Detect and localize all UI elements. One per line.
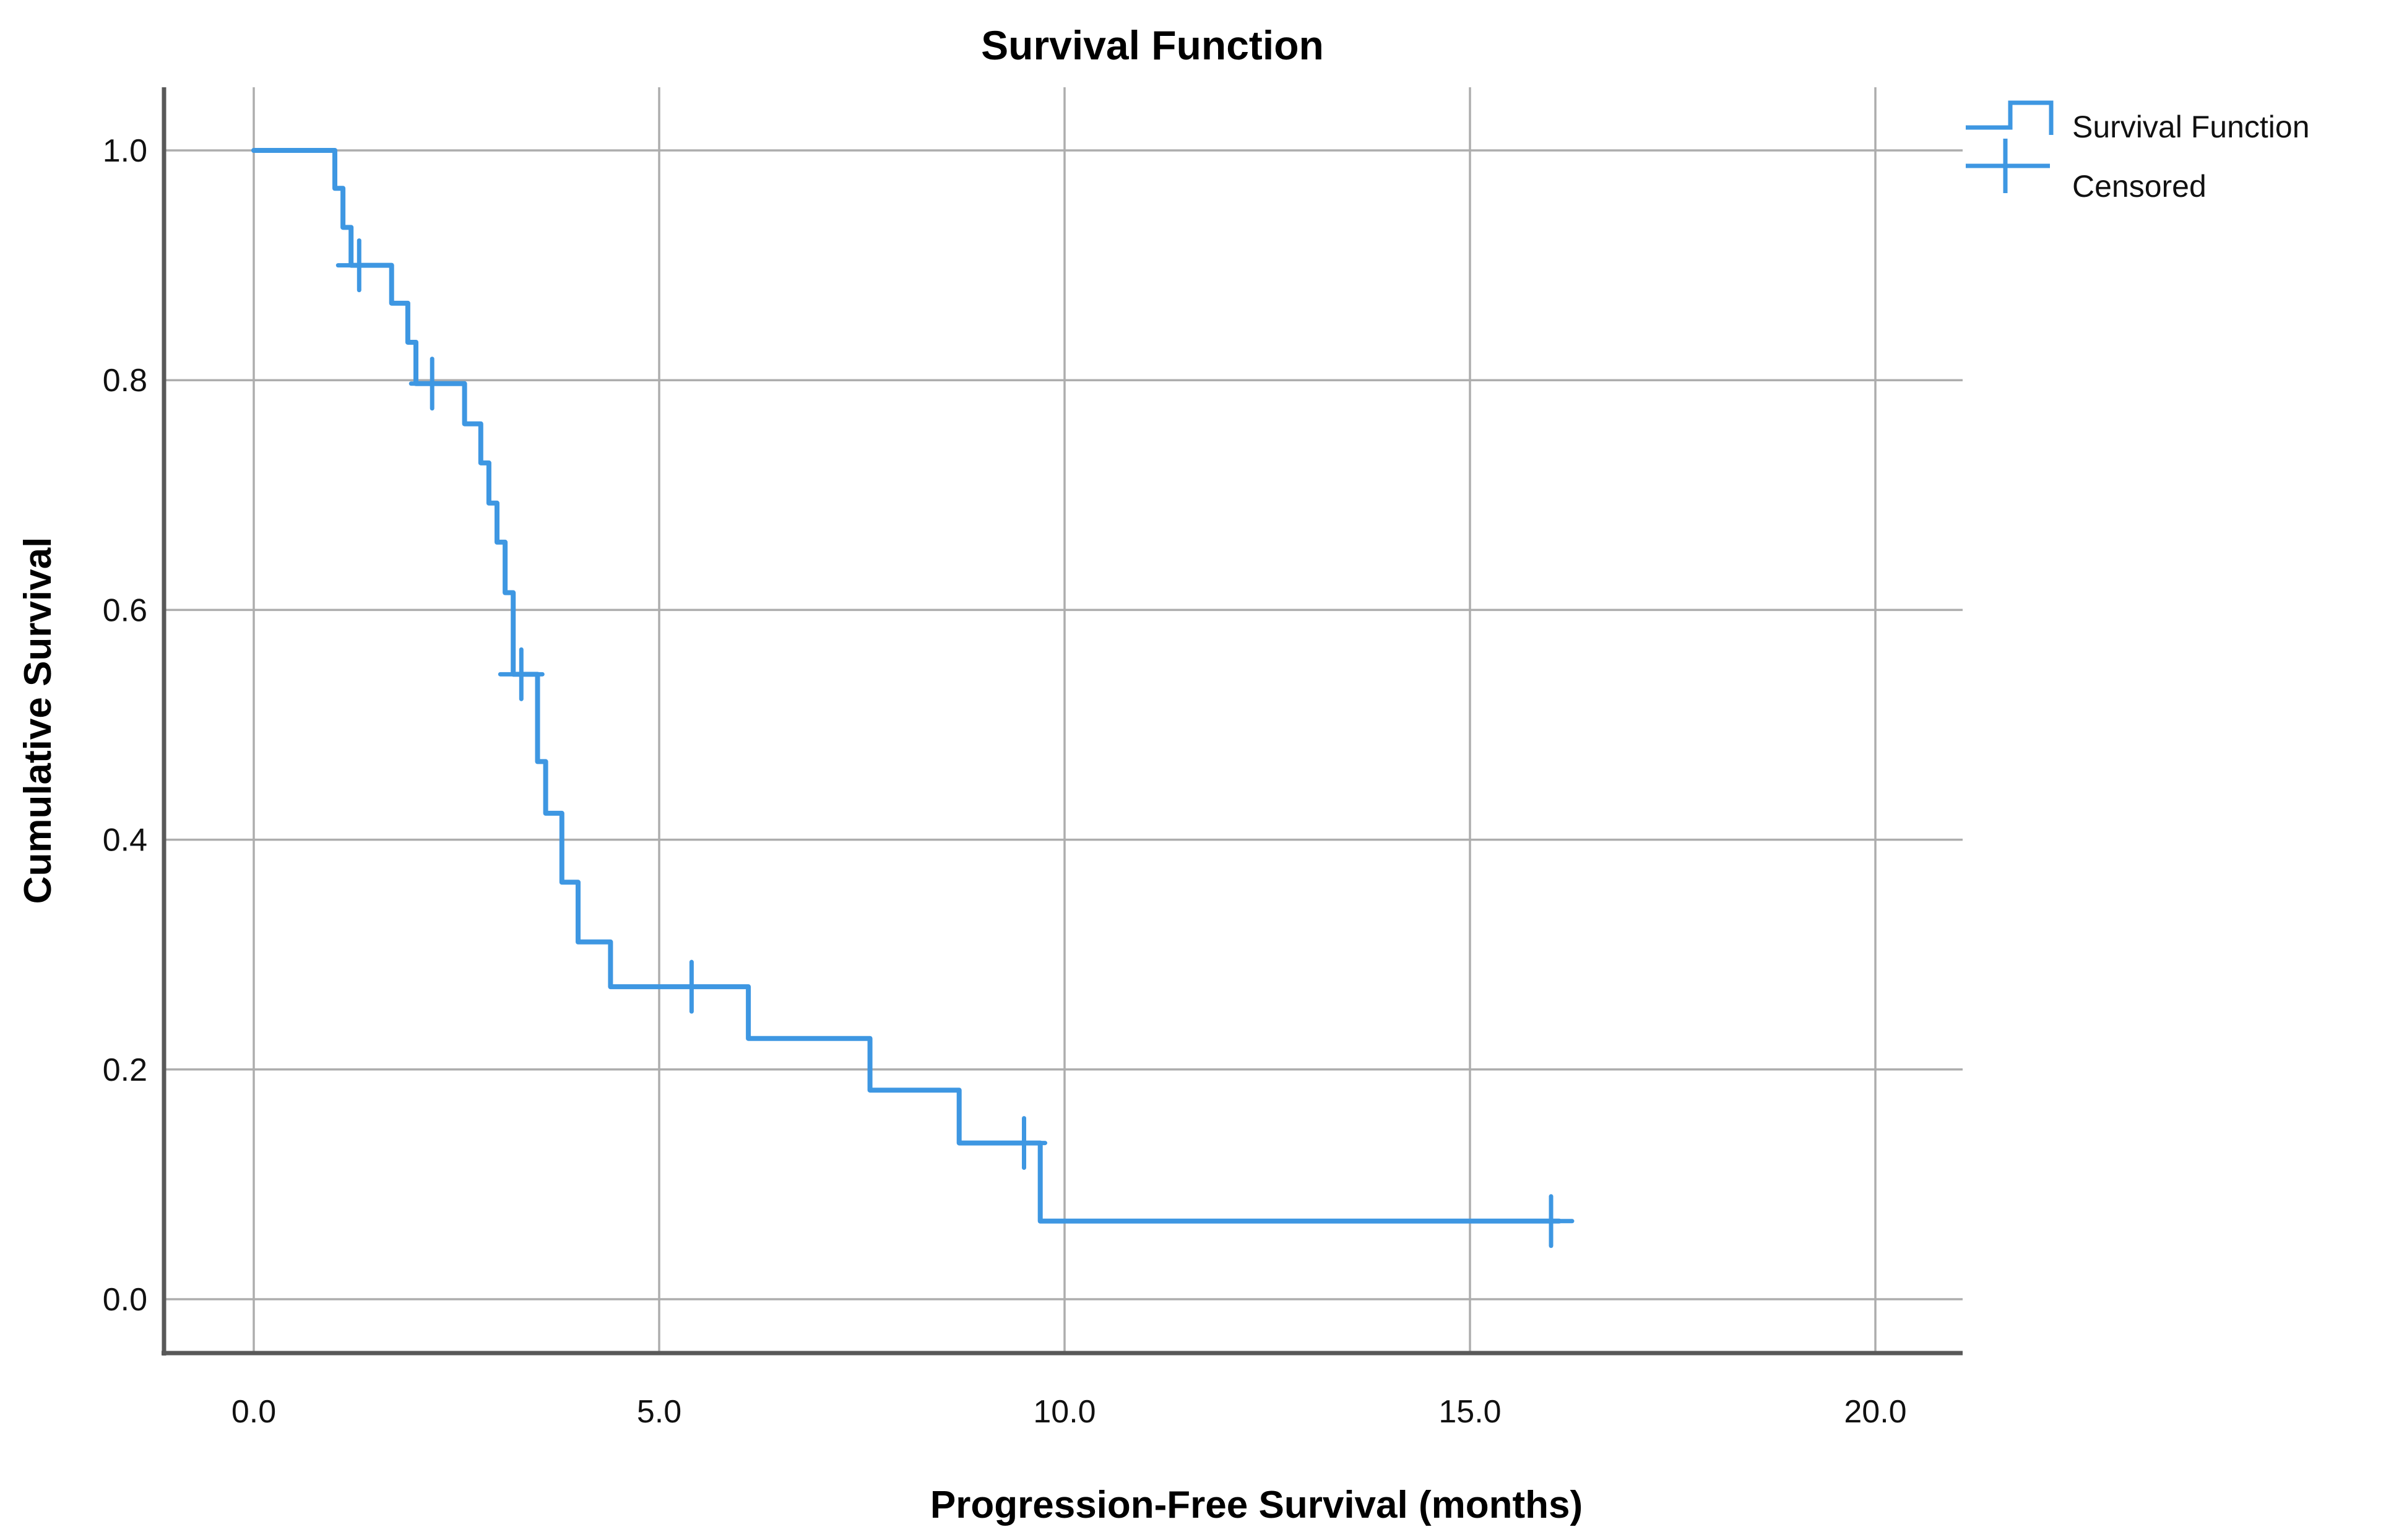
y-tick-label: 0.8 [103, 363, 147, 399]
axis-frame [162, 87, 1963, 1356]
censored-mark [408, 357, 456, 411]
y-axis-title: Cumulative Survival [17, 537, 59, 904]
censored-mark [1001, 1116, 1047, 1170]
y-tick-label: 0.6 [103, 592, 147, 628]
x-axis-tick-labels: 0.0 5.0 10.0 15.0 20.0 [231, 1394, 1907, 1430]
y-tick-label: 0.4 [103, 823, 147, 859]
survival-curve [251, 148, 1562, 1224]
x-tick-label: 10.0 [1033, 1394, 1096, 1430]
censored-marks [335, 238, 1575, 1248]
x-tick-label: 0.0 [231, 1394, 276, 1430]
x-tick-label: 20.0 [1844, 1394, 1906, 1430]
censored-plus-icon [1966, 139, 2050, 193]
censored-mark [498, 647, 545, 701]
y-tick-label: 1.0 [103, 133, 147, 169]
gridlines [164, 87, 1963, 1353]
legend: Survival Function Censored [1966, 100, 2310, 204]
y-tick-label: 0.2 [103, 1052, 147, 1088]
y-axis-tick-labels: 0.0 0.2 0.4 0.6 0.8 1.0 [103, 133, 147, 1318]
legend-item-survival-function: Survival Function [1966, 100, 2310, 144]
chart-title: Survival Function [981, 22, 1324, 68]
x-tick-label: 5.0 [637, 1394, 681, 1430]
legend-label-survival-function: Survival Function [2072, 110, 2310, 144]
censored-mark [668, 959, 715, 1014]
censored-mark [335, 238, 383, 293]
x-axis-title: Progression-Free Survival (months) [930, 1484, 1583, 1526]
legend-label-censored: Censored [2072, 169, 2207, 204]
x-tick-label: 15.0 [1438, 1394, 1501, 1430]
legend-item-censored: Censored [1966, 139, 2207, 204]
censored-mark [1528, 1194, 1575, 1248]
survival-step-path [251, 148, 1562, 1224]
step-line-icon [1966, 100, 2054, 135]
y-tick-label: 0.0 [103, 1282, 147, 1318]
